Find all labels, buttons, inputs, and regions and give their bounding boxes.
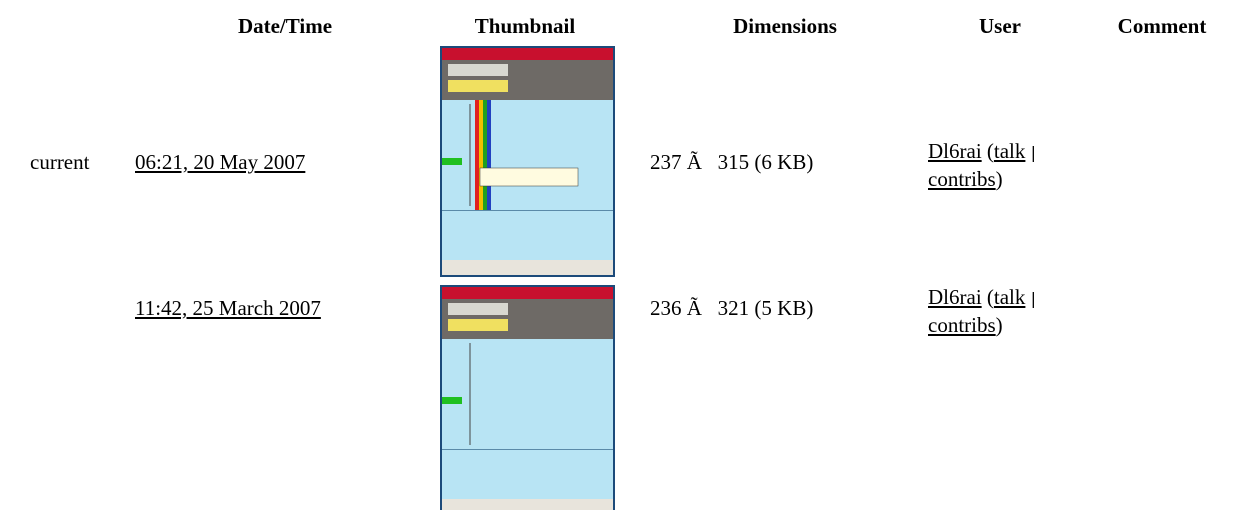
status: current [30, 150, 90, 174]
thumbnail[interactable] [440, 285, 615, 510]
contribs-link[interactable]: contribs [928, 167, 996, 191]
date-link[interactable]: 11:42, 25 March 2007 [135, 296, 321, 320]
column-header: Date/Time [237, 14, 333, 38]
paren: ( [986, 285, 994, 309]
thumbnail[interactable] [440, 46, 615, 277]
talk-link[interactable]: talk [993, 139, 1026, 163]
user-link[interactable]: Dl6rai [928, 285, 982, 309]
separator: | [1030, 143, 1037, 162]
user-cell: Dl6rai (talk | contribs) [928, 284, 1058, 338]
user-cell: Dl6rai (talk | contribs) [928, 138, 1058, 192]
column-header: Thumbnail [474, 14, 576, 38]
paren: ) [995, 167, 1003, 191]
column-header: Dimensions [733, 14, 837, 38]
paren: ( [986, 139, 994, 163]
dimensions: 236 Ã 321 (5 KB) [650, 296, 814, 320]
thumbnail-image [440, 285, 615, 510]
talk-link[interactable]: talk [993, 285, 1026, 309]
paren: ) [995, 313, 1003, 337]
column-header: User [979, 14, 1021, 38]
user-link[interactable]: Dl6rai [928, 139, 982, 163]
separator: | [1030, 289, 1037, 308]
date-link[interactable]: 06:21, 20 May 2007 [135, 150, 306, 174]
thumbnail-image [440, 46, 615, 277]
dimensions: 237 Ã 315 (6 KB) [650, 150, 814, 174]
column-header: Comment [1117, 14, 1207, 38]
contribs-link[interactable]: contribs [928, 313, 996, 337]
